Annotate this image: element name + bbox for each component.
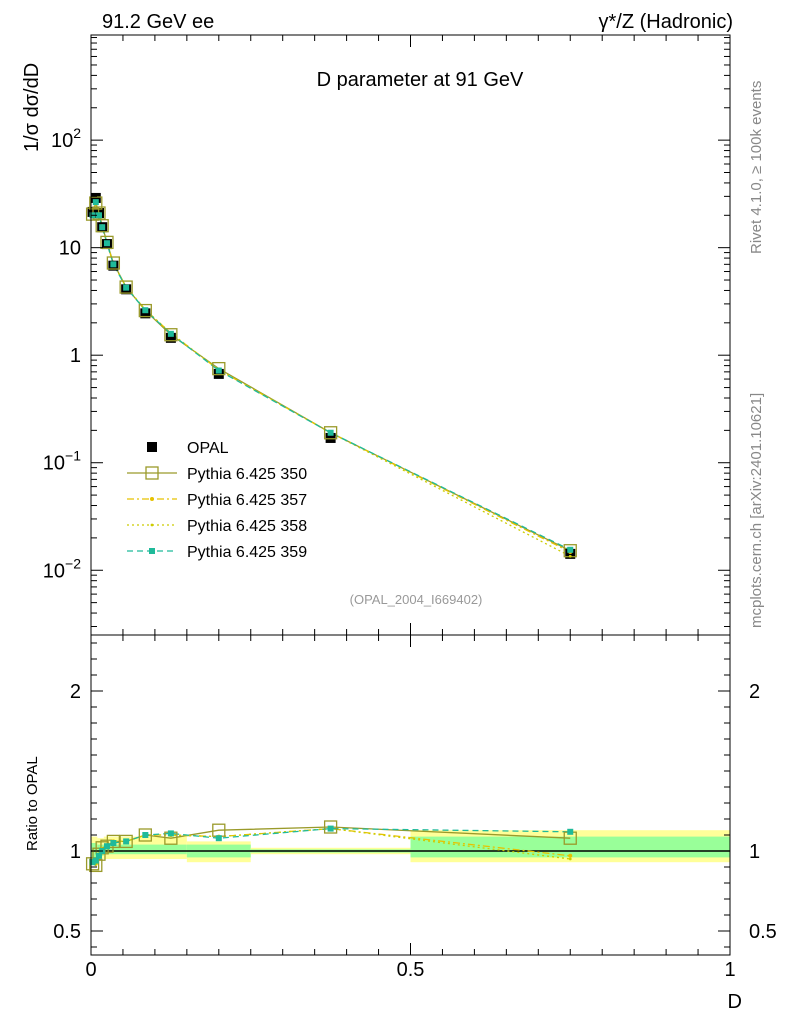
ratio-point-pythia-6-425-359-0 (89, 859, 96, 866)
data-point-opal-9 (213, 368, 224, 379)
legend-marker-pythia-6-425-350 (145, 466, 159, 480)
ratio-point-pythia-6-425-359-6 (123, 838, 130, 845)
ratio-tick-labels: 0.5 0.51 12 20 0.5 1 (53, 681, 777, 981)
series-point-pythia-6-425-350-4 (100, 235, 114, 250)
ratio-point-pythia-6-425-359-8 (167, 830, 174, 837)
data-point-opal-8 (165, 332, 176, 343)
band-green-2 (103, 844, 187, 855)
x-tick-label: 0.5 (397, 959, 425, 981)
ratio-point-pythia-6-425-359-4 (103, 843, 110, 850)
band-green-5 (410, 836, 730, 858)
main-series-markers (85, 192, 577, 559)
ratio-point-pythia-6-425-350-7 (138, 828, 152, 842)
series-point-pythia-6-425-358-11 (568, 554, 572, 558)
y-tick-label: 10−1 (43, 448, 81, 475)
ratio-y-axis-label: Ratio to OPAL (24, 756, 41, 851)
series-point-pythia-6-425-350-7 (138, 303, 152, 318)
series-point-pythia-6-425-359-10 (327, 429, 334, 436)
ratio-y-tick-label-right: 2 (749, 681, 760, 703)
legend-marker-pythia-6-425-358 (150, 523, 154, 527)
ratio-point-pythia-6-425-350-6 (119, 834, 133, 849)
main-y-axis-label: 1/σ dσ/dD (21, 63, 43, 152)
series-point-pythia-6-425-350-8 (164, 328, 178, 342)
main-panel: 102 10 1 10−1 10−2 D parameter at 91 GeV 1/σ… (21, 34, 731, 636)
series-point-pythia-6-425-359-11 (567, 546, 574, 553)
series-line-pythia-6-425-359 (91, 201, 571, 551)
main-axis-ticks (90, 35, 731, 635)
series-point-pythia-6-425-359-6 (123, 284, 130, 291)
ratio-panel: 0.5 0.51 12 20 0.5 1 Ratio to OPAL D (24, 634, 777, 1013)
ratio-point-pythia-6-425-359-2 (95, 852, 102, 859)
legend-label-pythia-6-425-358: Pythia 6.425 358 (187, 518, 307, 535)
series-line-pythia-6-425-358 (91, 201, 571, 557)
legend-marker-opal (147, 442, 157, 452)
legend-marker-pythia-6-425-359 (149, 548, 155, 554)
ratio-point-pythia-6-425-359-5 (110, 840, 117, 846)
series-point-pythia-6-425-350-3 (95, 219, 109, 233)
x-tick-label: 0 (85, 959, 96, 981)
analysis-id-annotation: (OPAL_2004_I669402) (350, 592, 483, 607)
ratio-point-pythia-6-425-350-5 (106, 834, 121, 849)
ratio-axis-ticks (90, 635, 731, 955)
rivet-label: Rivet 4.1.0, ≥ 100k events (748, 81, 765, 254)
legend-label-pythia-6-425-359: Pythia 6.425 359 (187, 544, 307, 561)
ratio-point-pythia-6-425-359-7 (142, 832, 149, 838)
ratio-point-pythia-6-425-359-1 (92, 857, 99, 864)
mcplots-label: mcplots.cern.ch [arXiv:2401.10621] (748, 393, 765, 628)
series-point-pythia-6-425-359-7 (142, 307, 149, 314)
series-point-pythia-6-425-359-2 (95, 212, 102, 219)
main-y-tick-labels: 102 10 1 10−1 10−2 (43, 125, 81, 582)
legend-label-pythia-6-425-350: Pythia 6.425 350 (187, 466, 307, 483)
plot-title: D parameter at 91 GeV (317, 69, 524, 91)
band-green-0 (91, 843, 98, 858)
legend: OPAL Pythia 6.425 350 Pythia 6.425 357 Pyth… (127, 440, 307, 561)
data-point-opal-1 (90, 192, 101, 203)
ratio-frame (90, 634, 731, 956)
ratio-y-tick-label: 0.5 (53, 921, 81, 943)
series-point-pythia-6-425-359-1 (92, 199, 99, 206)
data-point-opal-10 (325, 432, 336, 443)
ratio-y-tick-label: 1 (70, 841, 81, 863)
y-tick-label: 10 (59, 238, 81, 260)
series-point-pythia-6-425-350-10 (323, 426, 338, 440)
ratio-point-pythia-6-425-358-11 (568, 857, 572, 861)
x-tick-label: 1 (724, 959, 735, 981)
series-point-pythia-6-425-359-9 (215, 367, 222, 374)
header-left: 91.2 GeV ee (102, 11, 214, 33)
series-point-pythia-6-425-350-9 (212, 361, 226, 376)
main-series-lines (91, 200, 571, 557)
series-point-pythia-6-425-359-5 (110, 261, 117, 268)
series-point-pythia-6-425-359-3 (99, 224, 106, 231)
y-tick-label: 10−2 (43, 555, 81, 582)
data-point-opal-7 (140, 308, 151, 319)
ratio-point-pythia-6-425-350-10 (323, 820, 338, 834)
legend-label-opal: OPAL (187, 440, 229, 457)
ratio-point-pythia-6-425-359-10 (327, 825, 334, 832)
ratio-point-pythia-6-425-359-9 (215, 835, 222, 842)
x-axis-label: D (728, 991, 742, 1013)
ratio-point-pythia-6-425-359-11 (567, 828, 574, 835)
header-right: γ*/Z (Hadronic) (599, 11, 733, 33)
legend-marker-pythia-6-425-357 (150, 497, 154, 501)
series-line-pythia-6-425-357 (91, 201, 571, 553)
series-point-pythia-6-425-359-4 (103, 240, 110, 247)
series-point-pythia-6-425-359-8 (167, 330, 174, 337)
ratio-y-tick-label-right: 1 (749, 841, 760, 863)
ratio-y-tick-label: 2 (70, 681, 81, 703)
ratio-point-pythia-6-425-357-11 (568, 853, 573, 858)
legend-label-pythia-6-425-357: Pythia 6.425 357 (187, 492, 307, 509)
series-point-pythia-6-425-350-6 (119, 280, 133, 294)
y-tick-label: 1 (70, 345, 81, 367)
ratio-y-tick-label-right: 0.5 (749, 921, 777, 943)
y-tick-label: 102 (51, 125, 81, 152)
series-point-pythia-6-425-350-5 (106, 256, 121, 270)
series-line-pythia-6-425-350 (91, 200, 571, 552)
series-point-pythia-6-425-350-1 (89, 196, 103, 210)
